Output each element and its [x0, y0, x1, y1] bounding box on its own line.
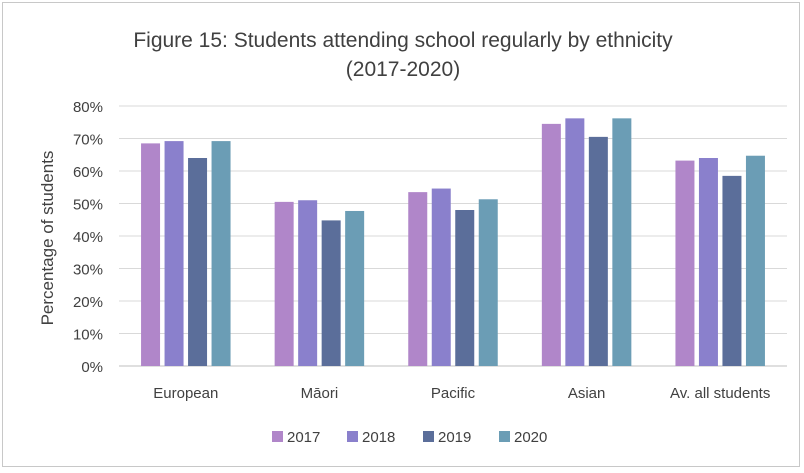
bar-2019-3 [588, 136, 608, 366]
y-tick-label: 50% [73, 197, 103, 214]
y-tick-label: 20% [73, 294, 103, 311]
y-tick-label: 80% [73, 99, 103, 116]
y-tick-label: 70% [73, 132, 103, 149]
bar-2018-0 [164, 141, 184, 366]
bar-2017-3 [541, 123, 561, 366]
bar-2017-1 [274, 201, 294, 366]
bar-2019-2 [455, 210, 475, 366]
y-tick-label: 0% [81, 359, 103, 376]
bar-2019-1 [321, 220, 341, 366]
x-tick-label: Māori [301, 385, 339, 402]
chart-frame: Figure 15: Students attending school reg… [2, 2, 800, 467]
legend-label-2018: 2018 [362, 429, 395, 446]
legend-label-2020: 2020 [514, 429, 547, 446]
x-tick-label: Pacific [431, 385, 476, 402]
legend-swatch-2019 [423, 431, 434, 442]
chart-title-line-2: (2017-2020) [346, 58, 460, 81]
bar-2018-2 [431, 188, 451, 366]
legend-swatch-2020 [499, 431, 510, 442]
y-tick-label: 60% [73, 164, 103, 181]
legend-label-2019: 2019 [438, 429, 471, 446]
x-tick-label: European [153, 385, 218, 402]
legend-swatch-2017 [272, 431, 283, 442]
bar-2017-2 [408, 192, 428, 366]
bar-2020-3 [612, 118, 632, 366]
y-axis-label: Percentage of students [38, 151, 57, 326]
bar-2017-0 [141, 143, 161, 366]
bar-2020-1 [345, 210, 365, 366]
bar-2020-4 [745, 155, 765, 366]
bar-2019-4 [722, 175, 742, 366]
bar-2020-0 [211, 141, 231, 366]
bar-2018-1 [298, 200, 318, 366]
bar-2017-4 [675, 160, 695, 366]
y-tick-label: 30% [73, 262, 103, 279]
legend-swatch-2018 [347, 431, 358, 442]
y-tick-label: 10% [73, 327, 103, 344]
chart-title-line-1: Figure 15: Students attending school reg… [133, 29, 673, 52]
bar-chart: Figure 15: Students attending school reg… [38, 29, 787, 446]
bar-2019-0 [188, 158, 208, 366]
legend-label-2017: 2017 [287, 429, 320, 446]
y-tick-label: 40% [73, 229, 103, 246]
x-tick-label: Av. all students [670, 385, 770, 402]
bar-2020-2 [478, 199, 498, 366]
bar-2018-4 [698, 158, 718, 366]
x-tick-label: Asian [568, 385, 606, 402]
bar-2018-3 [565, 118, 585, 366]
